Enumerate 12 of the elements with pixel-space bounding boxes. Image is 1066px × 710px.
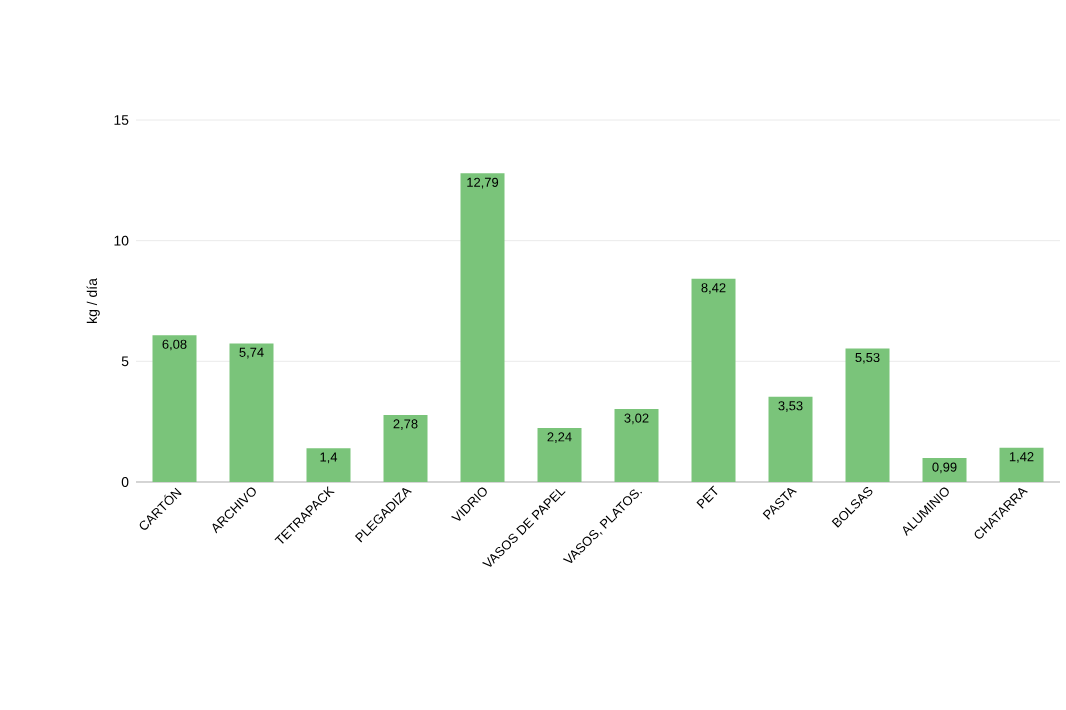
bar: [306, 448, 351, 482]
bar: [922, 458, 967, 482]
bar: [383, 414, 428, 482]
bar: [768, 396, 813, 482]
bar: [537, 427, 582, 482]
bar: [229, 343, 274, 482]
bar: [999, 447, 1044, 482]
bar: [691, 278, 736, 482]
bar: [152, 335, 197, 482]
bar: [614, 409, 659, 482]
bar: [845, 348, 890, 482]
bar: [460, 173, 505, 482]
